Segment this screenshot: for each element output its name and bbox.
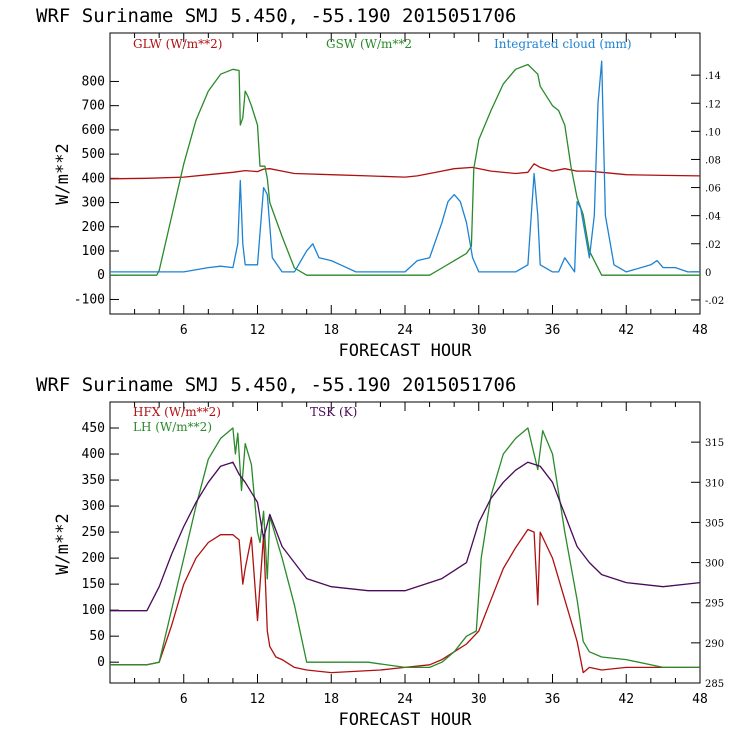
- panel-surface-fluxes: WRF Suriname SMJ 5.450, -55.190 20150517…: [36, 374, 724, 730]
- y2-tick-label: .04: [705, 212, 721, 223]
- panel-radiation: WRF Suriname SMJ 5.450, -55.190 20150517…: [36, 5, 724, 361]
- x-tick-label: 6: [180, 692, 188, 707]
- y-tick-label: 400: [82, 171, 105, 186]
- y-tick-label: 400: [82, 447, 105, 462]
- panel1-x-axis: 6 12 18 24 30 36 42 48: [109, 33, 708, 338]
- legend-glw: GLW (W/m**2): [133, 37, 222, 51]
- x-tick-label: 36: [545, 692, 561, 707]
- y-tick-label: 0: [97, 655, 105, 670]
- panel2-y-axis-left: 0 50 100 150 200 250 300 350 400 450: [82, 421, 119, 670]
- series-line-lh: [110, 427, 700, 669]
- panel2-frame: [109, 401, 701, 684]
- y-tick-label: 50: [89, 629, 105, 644]
- y2-tick-label: 0: [705, 268, 711, 279]
- y-tick-label: 250: [82, 525, 105, 540]
- y2-tick-label: 315: [705, 438, 724, 449]
- x-tick-label: 24: [397, 692, 413, 707]
- series-line-gsw: [110, 63, 700, 276]
- legend-gsw: GSW (W/m**2: [326, 37, 412, 51]
- legend-integrated-cloud: Integrated cloud (mm): [494, 37, 632, 51]
- y2-tick-label: .10: [705, 127, 721, 138]
- legend-tsk: TSK (K): [310, 405, 357, 419]
- y-tick-label: 600: [82, 123, 105, 138]
- panel1-x-label: FORECAST HOUR: [338, 341, 472, 361]
- y-tick-label: 300: [82, 499, 105, 514]
- y2-tick-label: 295: [705, 599, 724, 610]
- y-tick-label: 200: [82, 551, 105, 566]
- y2-tick-label: 290: [705, 639, 724, 650]
- series-line-glw: [109, 163, 701, 180]
- y2-tick-label: .02: [705, 240, 721, 251]
- y-tick-label: 450: [82, 421, 105, 436]
- y2-tick-label: 300: [705, 559, 724, 570]
- y-tick-label: 0: [97, 268, 105, 283]
- y2-tick-label: .14: [705, 71, 721, 82]
- panel1-title: WRF Suriname SMJ 5.450, -55.190 20150517…: [36, 5, 516, 27]
- legend-hfx: HFX (W/m**2): [133, 405, 221, 419]
- x-tick-label: 30: [471, 692, 487, 707]
- y-tick-label: 500: [82, 147, 105, 162]
- x-tick-label: 18: [323, 692, 339, 707]
- legend-lh: LH (W/m**2): [133, 420, 212, 434]
- y-tick-label: 150: [82, 577, 105, 592]
- x-tick-label: 42: [618, 692, 634, 707]
- y2-tick-label: 310: [705, 478, 724, 489]
- panel2-title: WRF Suriname SMJ 5.450, -55.190 20150517…: [36, 374, 516, 396]
- x-tick-label: 48: [692, 692, 708, 707]
- y-tick-label: 100: [82, 603, 105, 618]
- panel1-y-axis-left: -100 0 100 200 300 400 500 600 700 800: [74, 74, 119, 307]
- panel2-y-label: W/m**2: [53, 513, 73, 574]
- panel1-y-label: W/m**2: [53, 143, 73, 204]
- x-tick-label: 12: [250, 692, 266, 707]
- y-tick-label: 350: [82, 473, 105, 488]
- y-tick-label: 300: [82, 196, 105, 211]
- panel1-y-axis-right: -.02 0 .02 .04 .06 .08 .10 .12 .14: [691, 71, 724, 307]
- y2-tick-label: .12: [705, 99, 721, 110]
- y-tick-label: 800: [82, 74, 105, 89]
- series-line-hfx: [110, 528, 700, 674]
- y2-tick-label: -.02: [705, 296, 724, 307]
- x-tick-label: 12: [250, 323, 266, 338]
- x-tick-label: 48: [692, 323, 708, 338]
- y2-tick-label: 285: [705, 679, 724, 690]
- y2-tick-label: .08: [705, 155, 721, 166]
- y-tick-label: 200: [82, 220, 105, 235]
- panel2-x-axis: 6 12 18 24 30 36 42 48: [109, 402, 708, 707]
- series-line-integrated: [110, 60, 700, 273]
- panel2-y-axis-right: 285 290 295 300 305 310 315: [691, 438, 724, 690]
- y-tick-label: 700: [82, 99, 105, 114]
- x-tick-label: 42: [618, 323, 634, 338]
- y-tick-label: -100: [74, 292, 105, 307]
- x-tick-label: 24: [397, 323, 413, 338]
- x-tick-label: 18: [323, 323, 339, 338]
- y2-tick-label: 305: [705, 518, 724, 529]
- y-tick-label: 100: [82, 244, 105, 259]
- panel2-x-label: FORECAST HOUR: [338, 710, 472, 730]
- panel1-series-lines: [109, 60, 701, 276]
- panel2-series-lines: [110, 427, 701, 674]
- x-tick-label: 36: [545, 323, 561, 338]
- x-tick-label: 30: [471, 323, 487, 338]
- x-tick-label: 6: [180, 323, 188, 338]
- series-line-tsk: [110, 461, 701, 612]
- y2-tick-label: .06: [705, 184, 721, 195]
